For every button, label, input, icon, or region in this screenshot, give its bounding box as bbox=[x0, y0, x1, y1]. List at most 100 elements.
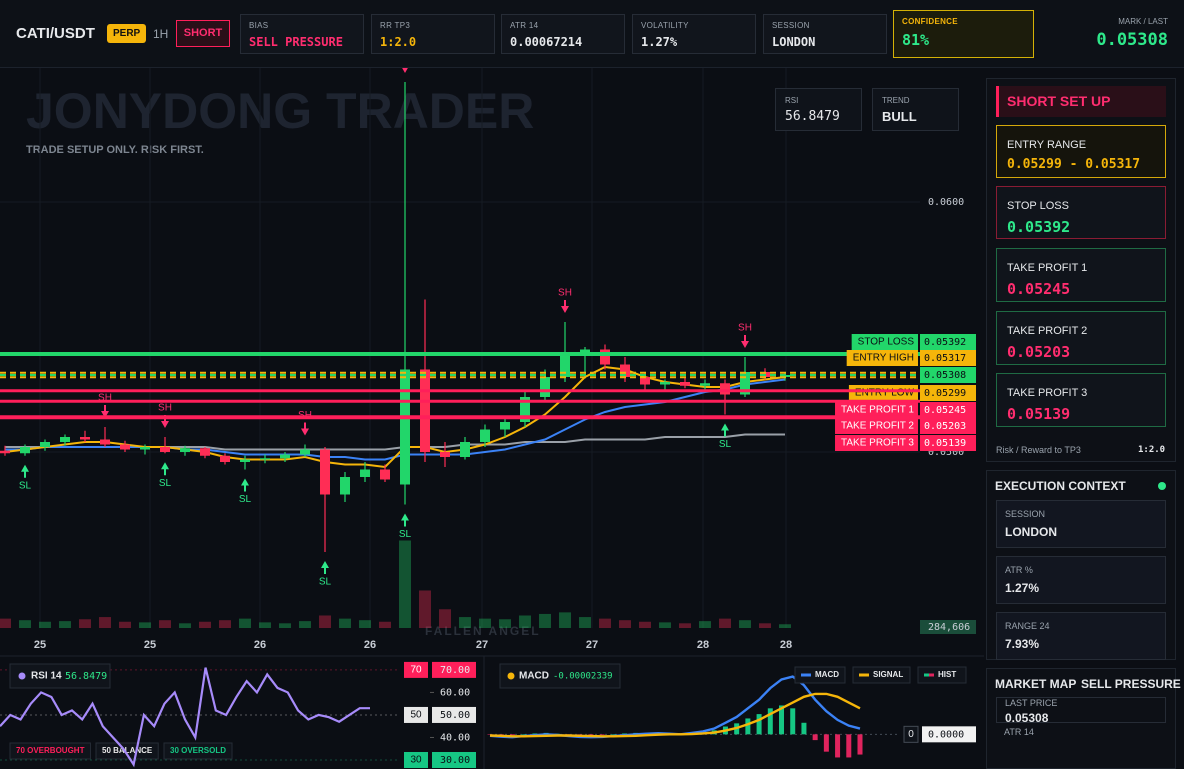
volume-bar bbox=[699, 621, 711, 628]
volume-bar bbox=[539, 613, 551, 628]
volume-bar bbox=[739, 620, 751, 628]
stat-label: ATR 14 bbox=[510, 21, 539, 30]
legend-label: MACD bbox=[815, 670, 839, 679]
target-label: TAKE PROFIT 2 bbox=[1007, 325, 1088, 337]
stat-card: RR TP3 1:2.0 bbox=[371, 14, 495, 54]
y-tick-label: 0.0000 bbox=[928, 729, 964, 740]
ma-line bbox=[4, 365, 786, 469]
candle-body bbox=[280, 454, 290, 459]
signal-arrow bbox=[301, 422, 309, 436]
legend-box bbox=[917, 666, 967, 684]
stat-label: CONFIDENCE bbox=[902, 17, 958, 26]
candle-body bbox=[420, 369, 430, 452]
level-value-tag bbox=[920, 418, 976, 434]
legend-label: HIST bbox=[938, 670, 956, 679]
charts: JONYDONG TRADER TRADE SETUP ONLY. RISK F… bbox=[0, 48, 984, 769]
context-value: 7.93% bbox=[1005, 637, 1040, 651]
hist-bar bbox=[767, 708, 773, 735]
stop-value: 0.05392 bbox=[1007, 218, 1071, 236]
stat-card: CONFIDENCE 81% bbox=[893, 10, 1034, 58]
legend-box bbox=[852, 666, 911, 684]
stat-value: 81% bbox=[902, 31, 930, 49]
candle-body bbox=[80, 437, 90, 440]
context-card: SESSION LONDON bbox=[996, 500, 1166, 548]
candle-body bbox=[740, 372, 750, 395]
volume-bar bbox=[259, 622, 271, 628]
level-tag bbox=[851, 334, 918, 350]
x-tick-label: 28 bbox=[780, 639, 792, 651]
candle-body bbox=[520, 397, 530, 422]
tick-tag bbox=[922, 726, 976, 743]
candle-body bbox=[140, 447, 150, 450]
stat-label: SESSION bbox=[772, 21, 810, 30]
stop-label: STOP LOSS bbox=[1007, 200, 1069, 212]
level-value: 0.05317 bbox=[924, 353, 966, 364]
stat-card: SESSION LONDON bbox=[763, 14, 887, 54]
level-name: TAKE PROFIT 3 bbox=[841, 438, 914, 449]
target-card: TAKE PROFIT 2 0.05203 bbox=[996, 311, 1166, 365]
signal-arrow bbox=[161, 462, 169, 476]
stat-card: ATR 14 0.00067214 bbox=[501, 14, 625, 54]
volume-bar bbox=[659, 622, 671, 628]
candle-body bbox=[440, 452, 450, 457]
candle-body bbox=[20, 447, 30, 454]
entry-label: ENTRY RANGE bbox=[1007, 139, 1087, 151]
level-tag bbox=[835, 402, 918, 418]
map-card: LAST PRICE 0.05308 bbox=[996, 697, 1166, 725]
level-value: 0.05203 bbox=[924, 421, 966, 432]
signal-label: SH bbox=[738, 323, 752, 334]
level-tag bbox=[404, 706, 428, 723]
tick-tag bbox=[432, 706, 476, 723]
legend-text: 30 OVERSOLD bbox=[170, 746, 226, 755]
hist-bar bbox=[521, 734, 527, 735]
level-name: STOP LOSS bbox=[858, 337, 915, 348]
volume-bar bbox=[279, 623, 291, 628]
legend-text: 70 OVERBOUGHT bbox=[16, 746, 85, 755]
volume-bar bbox=[39, 621, 51, 628]
stat-value: 0.00067214 bbox=[510, 35, 583, 49]
level-value: 0.05299 bbox=[924, 388, 966, 399]
signal-arrow bbox=[401, 513, 409, 527]
signal-arrow bbox=[721, 423, 729, 437]
y-tick-label: 0.0500 bbox=[928, 447, 964, 458]
level-name: 50 bbox=[410, 710, 422, 721]
hist-bar bbox=[823, 734, 829, 752]
rr-label: Risk / Reward to TP3 bbox=[996, 445, 1081, 455]
legend-box bbox=[163, 742, 233, 760]
candle-body bbox=[240, 459, 250, 462]
volume-bar bbox=[559, 612, 571, 628]
candle-body bbox=[680, 382, 690, 386]
x-tick-label: 26 bbox=[364, 639, 376, 651]
overlay-card: TREND BULL bbox=[872, 88, 959, 131]
candle-body bbox=[560, 354, 570, 377]
target-value: 0.05203 bbox=[1007, 343, 1071, 361]
level-name: ENTRY HIGH bbox=[853, 353, 914, 364]
candle-body bbox=[160, 447, 170, 452]
signal-label: SH bbox=[158, 403, 172, 414]
level-value: 0.05392 bbox=[924, 337, 966, 348]
candle-body bbox=[640, 377, 650, 385]
target-label: TAKE PROFIT 3 bbox=[1007, 387, 1088, 399]
map-title: MARKET MAP bbox=[995, 677, 1077, 691]
status-dot bbox=[1158, 482, 1166, 490]
volume-bar bbox=[519, 615, 531, 628]
macd-line bbox=[489, 692, 861, 738]
stat-label: VOLATILITY bbox=[641, 21, 689, 30]
context-title: EXECUTION CONTEXT bbox=[995, 479, 1126, 493]
volume-bar bbox=[59, 621, 71, 628]
watermark-subtitle: TRADE SETUP ONLY. RISK FIRST. bbox=[26, 144, 204, 156]
level-value: 0.05245 bbox=[924, 405, 966, 416]
level-value-tag bbox=[920, 402, 976, 418]
volume-bar bbox=[179, 623, 191, 628]
legend-box bbox=[9, 663, 111, 689]
volume-bar bbox=[19, 620, 31, 628]
watermark-footer: FALLEN ANGEL bbox=[425, 624, 541, 638]
volume-bar bbox=[299, 621, 311, 628]
candle-body bbox=[0, 450, 10, 454]
hist-bar bbox=[846, 734, 852, 758]
level-value: 0.05308 bbox=[924, 370, 966, 381]
y-tick-label: 70.00 bbox=[440, 665, 470, 676]
rsi-value: 56.8479 bbox=[65, 671, 107, 682]
candle-body bbox=[660, 382, 670, 385]
y-tick-label: 30.00 bbox=[440, 755, 470, 766]
